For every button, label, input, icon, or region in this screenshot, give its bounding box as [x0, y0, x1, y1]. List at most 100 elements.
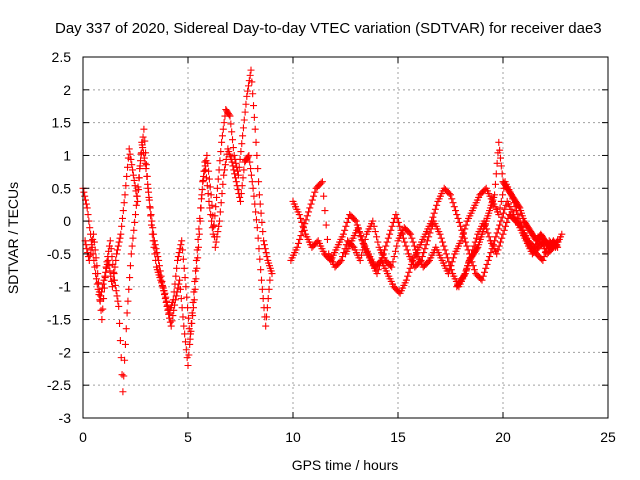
data-point	[217, 148, 225, 156]
data-point	[495, 242, 503, 250]
data-point	[111, 276, 118, 284]
data-point	[373, 270, 381, 278]
data-point	[147, 221, 155, 229]
data-point	[455, 218, 463, 226]
data-point	[142, 149, 150, 157]
data-point	[305, 208, 313, 216]
data-point	[430, 209, 438, 217]
data-point	[102, 263, 110, 271]
data-point	[114, 297, 122, 305]
data-point	[357, 232, 365, 240]
y-tick-label: 0	[63, 213, 71, 229]
data-point	[339, 230, 347, 238]
data-point	[403, 246, 411, 254]
data-point	[181, 330, 189, 338]
data-point	[203, 182, 211, 190]
data-point	[114, 242, 122, 250]
data-point	[103, 258, 111, 266]
data-point	[382, 242, 390, 250]
data-point	[99, 280, 107, 288]
data-point	[496, 221, 504, 229]
data-point	[218, 190, 226, 198]
data-point	[212, 203, 220, 211]
data-point	[515, 203, 523, 211]
data-point	[257, 209, 265, 217]
data-point	[231, 170, 239, 178]
data-point	[500, 226, 508, 234]
data-point	[85, 256, 93, 264]
data-point	[352, 217, 360, 225]
data-point	[492, 170, 500, 178]
data-point	[234, 186, 242, 194]
data-point	[213, 233, 221, 241]
data-point	[358, 235, 366, 243]
data-point	[124, 163, 132, 171]
data-point	[237, 197, 244, 205]
data-point	[247, 66, 255, 74]
data-point	[484, 229, 492, 237]
data-point	[485, 233, 493, 241]
y-tick-label: -2	[59, 344, 72, 360]
data-point	[250, 102, 258, 110]
data-point	[258, 218, 266, 226]
data-point	[473, 234, 481, 242]
data-point	[116, 337, 124, 345]
data-point	[106, 237, 114, 245]
data-point	[378, 254, 386, 262]
data-point	[399, 234, 407, 242]
data-point	[112, 287, 120, 295]
data-point	[498, 234, 506, 242]
data-point	[137, 157, 145, 165]
data-point	[308, 196, 316, 204]
data-point	[558, 230, 566, 238]
data-point	[239, 132, 247, 140]
data-point	[126, 274, 134, 282]
data-point	[306, 204, 314, 212]
data-point	[115, 238, 123, 246]
data-point	[113, 250, 121, 258]
data-point	[249, 90, 257, 98]
data-point	[296, 235, 304, 243]
data-point	[320, 192, 328, 200]
grid-layer	[83, 57, 608, 418]
axis-ticks: 0 5 10 15 20 25 2.5 2 1.5 1 0.5 0 -0.5 -1 -1.5 -2 -2.5 -3	[47, 49, 616, 445]
data-point	[393, 214, 401, 222]
data-point	[92, 254, 100, 262]
data-point	[462, 238, 470, 246]
data-point	[392, 211, 400, 219]
x-tick-label: 10	[285, 429, 301, 445]
data-point	[386, 262, 394, 270]
data-point	[396, 222, 404, 230]
data-point	[229, 162, 237, 170]
data-point	[105, 262, 113, 270]
data-point	[98, 316, 106, 324]
data-point	[410, 242, 418, 250]
data-point	[99, 305, 107, 313]
data-point	[293, 243, 301, 251]
data-point	[499, 191, 507, 199]
data-point	[120, 199, 128, 207]
data-point	[133, 192, 141, 200]
data-point	[199, 178, 207, 186]
data-point	[359, 239, 367, 247]
data-point	[383, 238, 391, 246]
data-point	[149, 237, 157, 245]
data-point	[262, 249, 270, 257]
data-point	[236, 155, 244, 163]
y-tick-label: 1.5	[52, 115, 72, 131]
data-point	[440, 242, 448, 250]
data-point	[118, 371, 126, 379]
data-point	[373, 233, 381, 241]
data-point	[208, 201, 216, 209]
data-point	[484, 256, 492, 264]
data-point	[180, 322, 188, 330]
data-point	[482, 264, 490, 272]
y-tick-label: -1	[59, 279, 72, 295]
data-point	[263, 304, 271, 312]
data-point	[231, 174, 239, 182]
data-point	[460, 271, 468, 279]
data-point	[246, 158, 254, 166]
data-point	[228, 158, 236, 166]
data-point	[412, 246, 420, 254]
data-point	[357, 251, 365, 259]
